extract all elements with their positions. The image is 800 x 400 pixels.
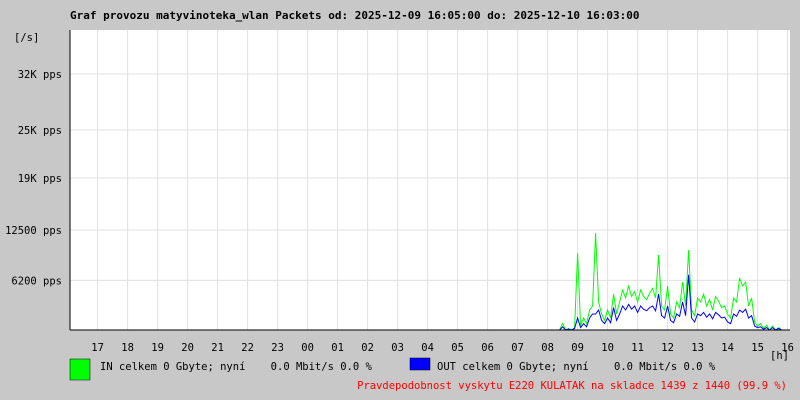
x-tick-label: 12 bbox=[661, 342, 674, 354]
x-tick-label: 22 bbox=[241, 342, 254, 354]
legend-swatch bbox=[409, 357, 431, 371]
x-tick-label: 03 bbox=[391, 342, 404, 354]
x-tick-label: 00 bbox=[301, 342, 314, 354]
footer-note: Pravdepodobnost vyskytu E220 KULATAK na … bbox=[357, 380, 787, 392]
x-tick-label: 20 bbox=[181, 342, 194, 354]
series-line bbox=[547, 274, 788, 331]
y-axis-label: [/s] bbox=[14, 32, 39, 44]
y-tick-label: 25K pps bbox=[18, 125, 62, 137]
x-tick-label: 19 bbox=[151, 342, 164, 354]
y-tick-label: 12500 pps bbox=[5, 225, 62, 237]
x-tick-label: 07 bbox=[511, 342, 524, 354]
x-tick-label: 05 bbox=[451, 342, 464, 354]
x-tick-label: 14 bbox=[721, 342, 734, 354]
y-tick-label: 19K pps bbox=[18, 173, 62, 185]
x-tick-label: 09 bbox=[571, 342, 584, 354]
x-tick-label: 15 bbox=[751, 342, 764, 354]
x-tick-label: 10 bbox=[601, 342, 614, 354]
x-tick-label: 21 bbox=[211, 342, 224, 354]
legend-label: OUT celkem 0 Gbyte; nyní 0.0 Mbit/s 0.0 … bbox=[437, 361, 716, 373]
x-tick-label: 17 bbox=[91, 342, 104, 354]
x-tick-label: 08 bbox=[541, 342, 554, 354]
x-tick-label: 06 bbox=[481, 342, 494, 354]
x-tick-label: 02 bbox=[361, 342, 374, 354]
x-tick-label: 16 bbox=[781, 342, 794, 354]
y-tick-label: 32K pps bbox=[18, 69, 62, 81]
x-tick-label: 23 bbox=[271, 342, 284, 354]
x-tick-label: 11 bbox=[631, 342, 644, 354]
x-tick-label: 18 bbox=[121, 342, 134, 354]
legend-label: IN celkem 0 Gbyte; nyní 0.0 Mbit/s 0.0 % bbox=[100, 361, 373, 373]
x-axis-label: [h] bbox=[770, 350, 789, 362]
y-tick-label: 6200 pps bbox=[11, 275, 62, 287]
chart-title: Graf provozu matyvinoteka_wlan Packets o… bbox=[70, 9, 640, 22]
x-tick-label: 04 bbox=[421, 342, 434, 354]
legend-swatch bbox=[69, 358, 91, 381]
series-line bbox=[547, 233, 788, 331]
x-tick-label: 13 bbox=[691, 342, 704, 354]
x-tick-label: 01 bbox=[331, 342, 344, 354]
